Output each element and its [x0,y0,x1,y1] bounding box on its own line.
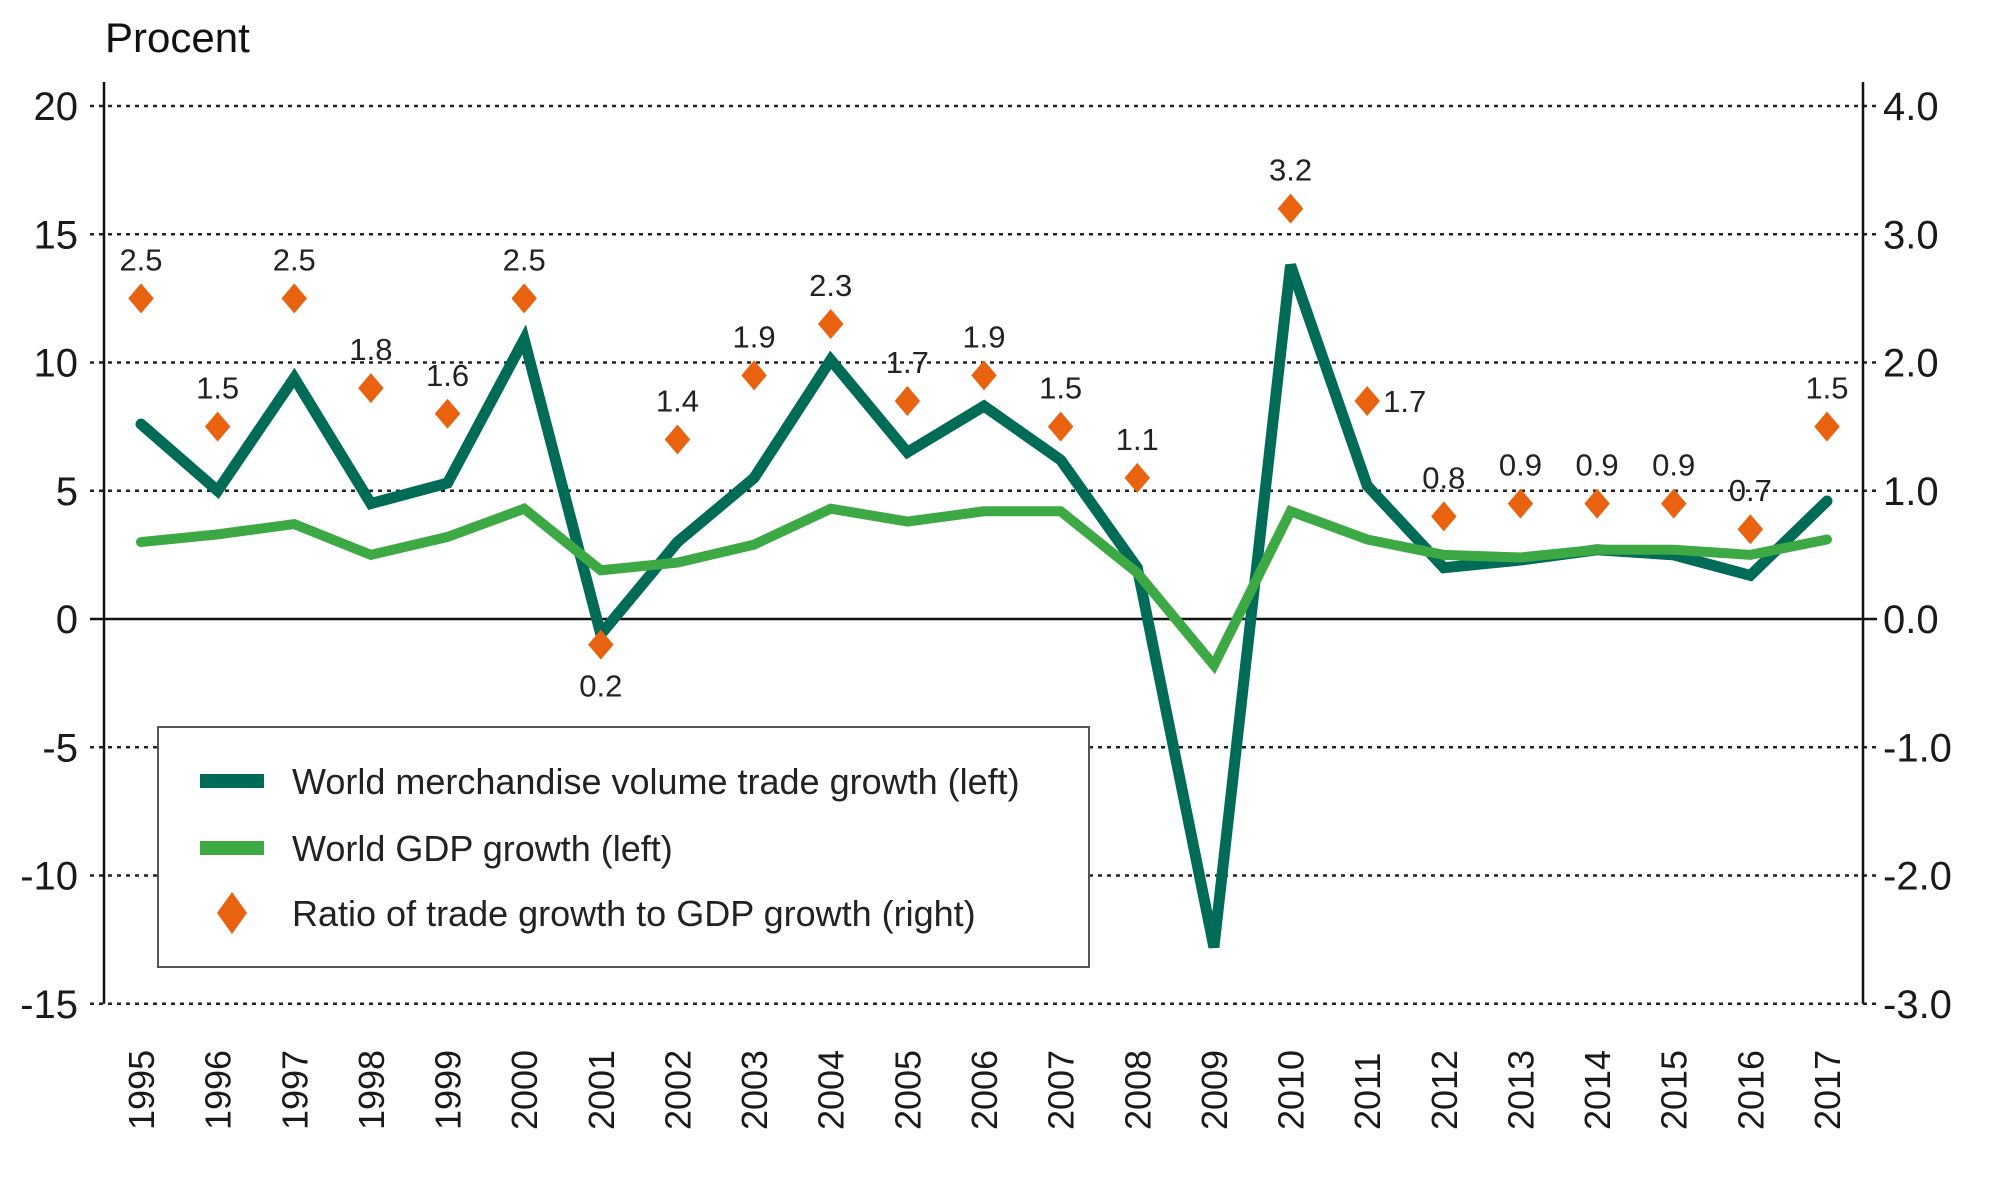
legend: World merchandise volume trade growth (l… [157,726,1090,968]
ratio-data-label: 1.1 [1116,422,1159,457]
ratio-diamond [1124,462,1151,493]
ratio-data-label: 1.5 [1805,371,1848,406]
ratio-diamond [817,309,844,340]
right-tick-label: -1.0 [1883,726,1952,770]
ratio-diamond [1354,385,1380,416]
x-tick-label: 1997 [274,1050,315,1130]
ratio-markers: 2.5 1.5 2.5 1.8 1.6 2.5 0.2 1.4 1.9 2.3 1.7 1.9 1.5 1… [119,153,1848,704]
left-tick-label: 5 [56,470,78,514]
ratio-diamond [1584,488,1610,519]
legend-label-ratio: Ratio of trade growth to GDP growth (rig… [292,893,976,934]
left-tick-label: -10 [20,855,78,899]
ratio-data-label: 1.6 [426,358,469,393]
x-tick-label: 2000 [504,1050,545,1130]
ratio-data-label: 0.8 [1422,460,1465,495]
left-tick-label: -5 [42,726,78,770]
ratio-data-label: 0.2 [579,669,622,704]
x-tick-label: 2011 [1347,1053,1388,1130]
x-tick-label: 2002 [657,1050,698,1130]
x-tick-label: 2008 [1117,1050,1158,1130]
ratio-diamond [1737,514,1764,545]
right-tick-label: 4.0 [1883,85,1939,129]
x-tick-label: 2013 [1500,1050,1541,1130]
ratio-data-label: 0.9 [1652,448,1695,483]
ratio-diamond [1660,488,1687,519]
ratio-data-label: 1.4 [656,383,699,418]
axes: 20151050-5-10-154.03.02.01.00.0-1.0-2.0-… [20,82,1952,1130]
legend-swatch-trade [200,774,264,788]
right-tick-label: 2.0 [1883,342,1939,386]
right-tick-label: -3.0 [1883,983,1952,1027]
ratio-data-label: 1.9 [962,319,1005,354]
x-tick-label: 2010 [1271,1050,1312,1130]
legend-label-gdp: World GDP growth (left) [292,828,673,869]
ratio-data-label: 1.7 [1383,384,1426,419]
left-tick-label: 15 [34,213,79,257]
ratio-diamond [128,283,154,314]
legend-label-trade: World merchandise volume trade growth (l… [292,761,1020,802]
x-tick-label: 2017 [1807,1050,1848,1130]
ratio-data-label: 0.9 [1499,448,1542,483]
right-tick-label: 3.0 [1883,213,1939,257]
x-tick-label: 2004 [811,1050,852,1130]
left-tick-label: 20 [34,85,79,129]
x-tick-label: 2015 [1654,1050,1695,1130]
x-tick-label: 2014 [1577,1050,1618,1130]
left-tick-label: 0 [56,598,78,642]
ratio-data-label: 2.5 [273,242,316,277]
x-tick-label: 2001 [581,1050,622,1130]
ratio-diamond [204,411,231,442]
ratio-diamond [664,424,691,455]
ratio-diamond [281,283,308,314]
ratio-diamond [741,360,767,391]
ratio-data-label: 3.2 [1269,153,1312,188]
x-tick-label: 1999 [428,1050,469,1130]
ratio-data-label: 0.7 [1729,473,1772,508]
ratio-diamond [1047,411,1074,442]
ratio-diamond [1507,488,1534,519]
x-tick-label: 1996 [198,1050,239,1130]
x-tick-label: 2012 [1424,1050,1465,1130]
legend-swatch-gdp [200,841,264,855]
legend-swatch-ratio-diamond-icon [217,892,247,934]
y-axis-title: Procent [105,14,250,61]
series-lines [135,263,1833,949]
ratio-diamond [358,373,384,404]
x-tick-label: 1995 [121,1050,162,1130]
ratio-data-label: 0.9 [1576,448,1619,483]
ratio-diamond [971,360,997,391]
ratio-diamond [1814,411,1840,442]
x-tick-label: 2016 [1730,1050,1771,1130]
x-tick-label: 2005 [887,1050,928,1130]
ratio-data-label: 2.5 [503,242,546,277]
legend-box [157,726,1090,968]
ratio-data-label: 2.3 [809,268,852,303]
ratio-diamond [1277,193,1304,224]
ratio-data-label: 1.9 [733,319,776,354]
x-tick-label: 2003 [734,1050,775,1130]
x-tick-label: 2006 [964,1050,1005,1130]
ratio-diamond [588,629,614,660]
x-tick-label: 2009 [1194,1050,1235,1130]
ratio-data-label: 1.5 [1039,371,1082,406]
ratio-data-label: 1.7 [886,345,929,380]
ratio-diamond [434,398,461,429]
ratio-diamond [1431,501,1457,532]
left-tick-label: 10 [34,342,79,386]
right-tick-label: -2.0 [1883,855,1952,899]
left-tick-label: -15 [20,983,78,1027]
right-tick-label: 0.0 [1883,598,1939,642]
x-tick-label: 2007 [1041,1050,1082,1130]
gdp-growth-line [136,503,1832,675]
ratio-diamond [894,385,921,416]
ratio-data-label: 1.5 [196,371,239,406]
x-tick-label: 1998 [351,1050,392,1130]
right-tick-label: 1.0 [1883,470,1939,514]
ratio-diamond [511,283,537,314]
ratio-data-label: 1.8 [349,332,392,367]
ratio-data-label: 2.5 [119,242,162,277]
